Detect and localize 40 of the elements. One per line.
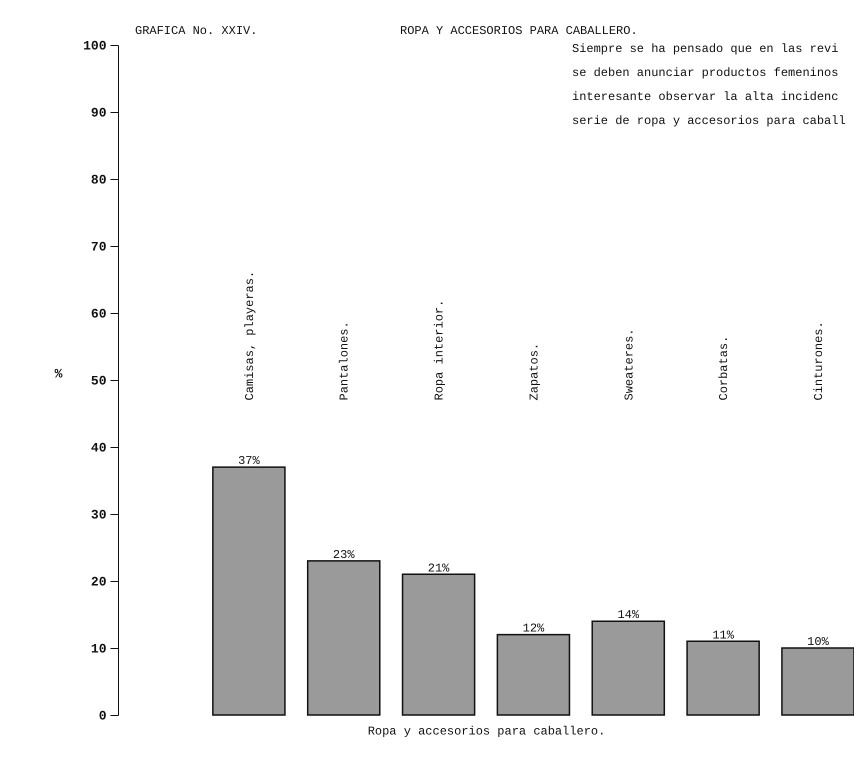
data-label: 12% — [522, 622, 546, 636]
x-tick-label: Zapatos. — [527, 342, 542, 400]
x-tick-label: Cinturones. — [812, 321, 826, 400]
bar — [496, 634, 570, 716]
annotation: interesante observar la alta incidenc — [572, 90, 838, 104]
bar — [781, 647, 854, 716]
y-tick-label: 80 — [90, 172, 107, 188]
data-label: 37% — [238, 454, 260, 468]
bar — [306, 560, 381, 716]
text: GRAFICA No. XXIV. — [135, 24, 258, 38]
y-tick-label: 30 — [90, 508, 107, 522]
x-tick-label: Corbatas. — [717, 336, 732, 400]
annotation: serie de ropa y accesorios para caball — [572, 114, 846, 128]
y-tick-label: 0 — [98, 708, 107, 724]
bar — [212, 466, 286, 716]
annotation: se deben anunciar productos femeninos — [572, 66, 838, 80]
data-label: 14% — [617, 608, 640, 622]
y-tick-label: 10 — [90, 642, 107, 656]
data-label: 21% — [428, 561, 450, 576]
y-tick-label: 100 — [83, 38, 107, 54]
annotation: Siempre se ha pensado que en las revi — [572, 42, 838, 56]
data-label: 10% — [807, 635, 830, 649]
y-tick-label: 60 — [90, 306, 107, 322]
bar — [591, 620, 666, 716]
y-tick-label: 40 — [90, 440, 107, 456]
data-label: 11% — [712, 628, 735, 642]
bar — [402, 574, 476, 716]
chart-title: ROPA Y ACCESORIOS PARA CABALLERO. — [400, 24, 638, 38]
y-tick-label: 90 — [90, 106, 107, 120]
data-label: 23% — [332, 548, 356, 562]
x-tick-label: Pantalones. — [338, 321, 352, 400]
x-tick-label: Sweateres. — [622, 328, 636, 400]
x-tick-label: Camisas, playeras. — [242, 270, 257, 400]
y-tick-label: 70 — [90, 240, 107, 254]
x-axis-title: Ropa y accesorios para caballero. — [368, 724, 606, 738]
y-tick-label: 50 — [90, 374, 107, 388]
x-tick-label: Ropa interior. — [432, 300, 447, 400]
y-tick-label: 20 — [90, 574, 107, 590]
y-axis-title: % — [54, 366, 63, 382]
bar — [686, 640, 760, 716]
